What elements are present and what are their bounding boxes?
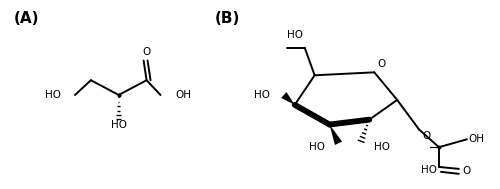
Text: (A): (A)	[14, 11, 39, 26]
Text: O: O	[422, 131, 430, 141]
Text: O: O	[463, 166, 471, 176]
Text: OH: OH	[176, 90, 192, 100]
Text: HO: HO	[110, 120, 126, 130]
Text: O: O	[378, 60, 386, 69]
Text: (B): (B)	[215, 11, 240, 26]
Text: HO: HO	[254, 90, 270, 100]
Text: O: O	[142, 46, 150, 57]
Text: OH: OH	[469, 134, 485, 144]
Text: HO: HO	[308, 142, 324, 152]
Polygon shape	[330, 125, 342, 145]
Text: HO: HO	[421, 165, 437, 175]
Text: HO: HO	[374, 142, 390, 152]
Text: HO: HO	[45, 90, 61, 100]
Polygon shape	[281, 92, 295, 105]
Text: HO: HO	[286, 30, 302, 40]
